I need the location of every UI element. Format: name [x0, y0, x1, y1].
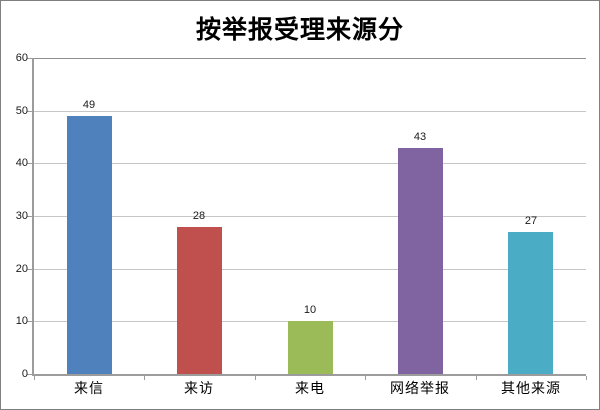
bar-网络举报 [398, 148, 443, 374]
category-label: 来信 [74, 380, 104, 396]
bar-value-label: 10 [303, 304, 317, 316]
y-axis-line [32, 58, 34, 376]
x-axis-line [32, 374, 586, 376]
bar-来访 [177, 227, 222, 374]
chart-title: 按举报受理来源分 [195, 17, 404, 44]
y-axis-label: 20 [15, 263, 28, 275]
x-axis-tick [144, 376, 145, 380]
gridline-50 [34, 111, 586, 112]
y-axis-tick [27, 374, 32, 375]
y-axis-tick [27, 269, 32, 270]
y-axis-label: 50 [15, 105, 28, 117]
y-axis-label: 40 [15, 157, 28, 169]
x-axis-tick [255, 376, 256, 380]
y-axis-tick [27, 111, 32, 112]
bar-value-label: 49 [82, 99, 96, 111]
bar-value-label: 43 [413, 131, 427, 143]
x-axis-tick [476, 376, 477, 380]
x-axis-tick [34, 376, 35, 380]
bar-value-label: 27 [524, 215, 538, 227]
bar-来电 [288, 321, 333, 374]
x-axis-tick [365, 376, 366, 380]
bar-value-label: 28 [192, 210, 206, 222]
y-axis-tick [27, 216, 32, 217]
category-label: 来访 [184, 380, 214, 396]
bar-其他来源 [508, 232, 553, 374]
bar-来信 [67, 116, 112, 374]
y-axis-tick [27, 163, 32, 164]
gridline-20 [34, 269, 586, 270]
y-axis-tick [27, 58, 32, 59]
category-label: 来电 [295, 380, 325, 396]
y-axis-label: 30 [15, 210, 28, 222]
plot-area: 49 28 10 43 27 [34, 58, 586, 374]
category-label: 网络举报 [390, 380, 450, 396]
y-axis-label: 60 [15, 52, 28, 64]
x-axis-tick [586, 376, 587, 380]
gridline-30 [34, 216, 586, 217]
gridline-60 [34, 58, 586, 59]
category-label: 其他来源 [501, 380, 561, 396]
y-axis-label: 0 [21, 368, 28, 380]
y-axis-tick [27, 321, 32, 322]
gridline-40 [34, 163, 586, 164]
y-axis-label: 10 [15, 315, 28, 327]
